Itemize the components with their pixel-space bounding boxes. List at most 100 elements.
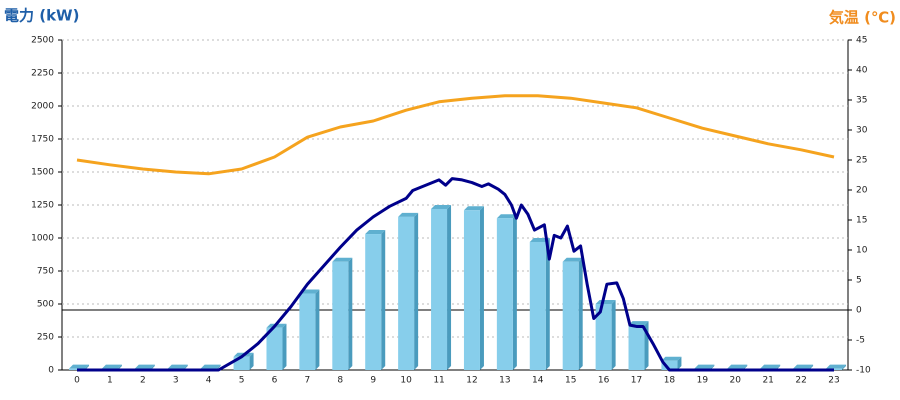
- x-tick-label: 6: [272, 376, 278, 386]
- bar: [529, 241, 546, 370]
- bar-top: [69, 364, 89, 369]
- bar-top: [167, 364, 188, 369]
- bar-top: [365, 230, 386, 235]
- bar-top: [760, 364, 781, 369]
- x-tick-label: 12: [466, 376, 477, 386]
- bar-top: [562, 257, 583, 262]
- bar-side: [447, 204, 452, 370]
- y2-tick-label: 40: [856, 66, 868, 76]
- x-tick-label: 21: [762, 376, 773, 386]
- bar-top: [496, 214, 517, 219]
- y-tick-label: 1500: [31, 168, 54, 178]
- y-tick-label: 1250: [31, 201, 54, 211]
- y-tick-label: 250: [37, 333, 54, 343]
- y-tick-label: 750: [37, 267, 54, 277]
- x-tick-label: 13: [499, 376, 510, 386]
- bar-top: [463, 206, 484, 211]
- x-tick-label: 16: [598, 376, 610, 386]
- y-axis-title: 電力 (kW): [4, 7, 79, 25]
- x-tick-label: 9: [370, 376, 376, 386]
- y2-tick-label: 35: [856, 96, 867, 106]
- bar: [299, 293, 316, 370]
- bar-top: [134, 364, 155, 369]
- x-tick-label: 2: [140, 376, 146, 386]
- bar-top: [398, 212, 419, 217]
- x-tick-label: 17: [631, 376, 642, 386]
- y2-tick-label: -10: [856, 366, 871, 376]
- line: [77, 177, 834, 372]
- y2-tick-label: 30: [856, 126, 868, 136]
- bar: [398, 216, 415, 370]
- x-tick-label: 20: [730, 376, 742, 386]
- y2-tick-label: 15: [856, 216, 867, 226]
- bar-side: [842, 364, 846, 370]
- x-tick-label: 4: [206, 376, 212, 386]
- bar-side: [414, 212, 419, 370]
- bar: [595, 304, 612, 370]
- bar-side: [315, 289, 320, 370]
- bar: [463, 210, 480, 370]
- bar-top: [431, 204, 452, 209]
- bar-side: [479, 206, 484, 370]
- y2-tick-label: -5: [856, 336, 865, 346]
- bar: [661, 360, 678, 370]
- bar-top: [628, 321, 649, 326]
- bar-side: [545, 237, 550, 370]
- y2-tick-label: 45: [856, 36, 867, 46]
- bar-top: [727, 364, 748, 369]
- x-tick-label: 0: [74, 376, 80, 386]
- bar-top: [595, 300, 616, 304]
- bar-top: [101, 364, 122, 369]
- bar-side: [611, 300, 616, 370]
- bar-side: [578, 257, 583, 370]
- bar: [332, 261, 349, 370]
- x-tick-label: 1: [107, 376, 113, 386]
- bar-side: [677, 356, 682, 370]
- bar-top: [826, 364, 846, 369]
- bar: [628, 325, 645, 370]
- y2-tick-label: 20: [856, 186, 868, 196]
- y2-tick-label: 10: [856, 246, 868, 256]
- x-tick-label: 11: [433, 376, 444, 386]
- x-tick-label: 10: [400, 376, 412, 386]
- bar-top: [529, 237, 550, 242]
- bar: [431, 208, 448, 370]
- x-tick-label: 18: [664, 376, 676, 386]
- y2-tick-label: 25: [856, 156, 867, 166]
- bar-side: [249, 352, 254, 370]
- y-tick-label: 2500: [31, 36, 54, 46]
- y2-tick-label: 5: [856, 276, 862, 286]
- y-tick-label: 2000: [31, 102, 54, 112]
- x-tick-label: 22: [795, 376, 806, 386]
- x-tick-label: 3: [173, 376, 179, 386]
- bar-side: [512, 214, 517, 370]
- bar: [365, 234, 382, 370]
- bar: [266, 327, 283, 370]
- bar-side: [381, 230, 386, 370]
- bar-top: [793, 364, 814, 369]
- x-tick-label: 8: [337, 376, 343, 386]
- y-tick-label: 1750: [31, 135, 54, 145]
- bar-top: [332, 257, 353, 262]
- bar-side: [348, 257, 353, 370]
- y2-axis-title: 気温 (℃): [829, 9, 896, 27]
- x-tick-label: 19: [697, 376, 709, 386]
- line: [76, 94, 835, 176]
- bar-side: [282, 323, 287, 370]
- x-tick-label: 5: [239, 376, 245, 386]
- x-tick-label: 14: [532, 376, 544, 386]
- x-tick-label: 15: [565, 376, 576, 386]
- y-tick-label: 2250: [31, 69, 54, 79]
- bar: [496, 218, 513, 370]
- bar-top: [661, 356, 682, 361]
- bar-top: [694, 364, 715, 369]
- bar: [562, 261, 579, 370]
- bar-top: [200, 364, 221, 369]
- y-tick-label: 0: [48, 366, 54, 376]
- y2-tick-label: 0: [856, 306, 862, 316]
- x-tick-label: 23: [828, 376, 839, 386]
- y-tick-label: 500: [37, 300, 54, 310]
- x-tick-label: 7: [305, 376, 311, 386]
- y-tick-label: 1000: [31, 234, 54, 244]
